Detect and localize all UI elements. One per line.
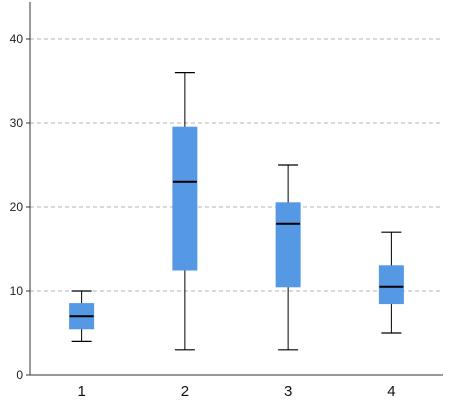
- iqr-box-2: [172, 126, 198, 271]
- x-category-label-3: 3: [284, 383, 292, 400]
- box-group-2: [172, 71, 198, 351]
- box-group-1: [69, 290, 95, 342]
- grid-lines: [30, 38, 443, 292]
- iqr-box-4: [378, 265, 404, 305]
- y-tick-label-30: 30: [10, 116, 24, 130]
- box-group-3: [275, 164, 301, 351]
- y-tick-label-10: 10: [10, 284, 24, 298]
- iqr-box-3: [275, 202, 301, 288]
- x-category-label-1: 1: [77, 383, 85, 400]
- y-tick-label-40: 40: [10, 32, 24, 46]
- box-group-4: [378, 231, 404, 334]
- x-category-label-2: 2: [181, 383, 189, 400]
- axes: [29, 2, 443, 376]
- x-category-label-4: 4: [387, 383, 395, 400]
- y-tick-labels: 0 10 20 30 40: [10, 32, 30, 382]
- boxes: [69, 71, 404, 351]
- x-category-labels: 1 2 3 4: [77, 383, 395, 400]
- y-tick-label-20: 20: [10, 200, 24, 214]
- y-tick-label-0: 0: [16, 368, 23, 382]
